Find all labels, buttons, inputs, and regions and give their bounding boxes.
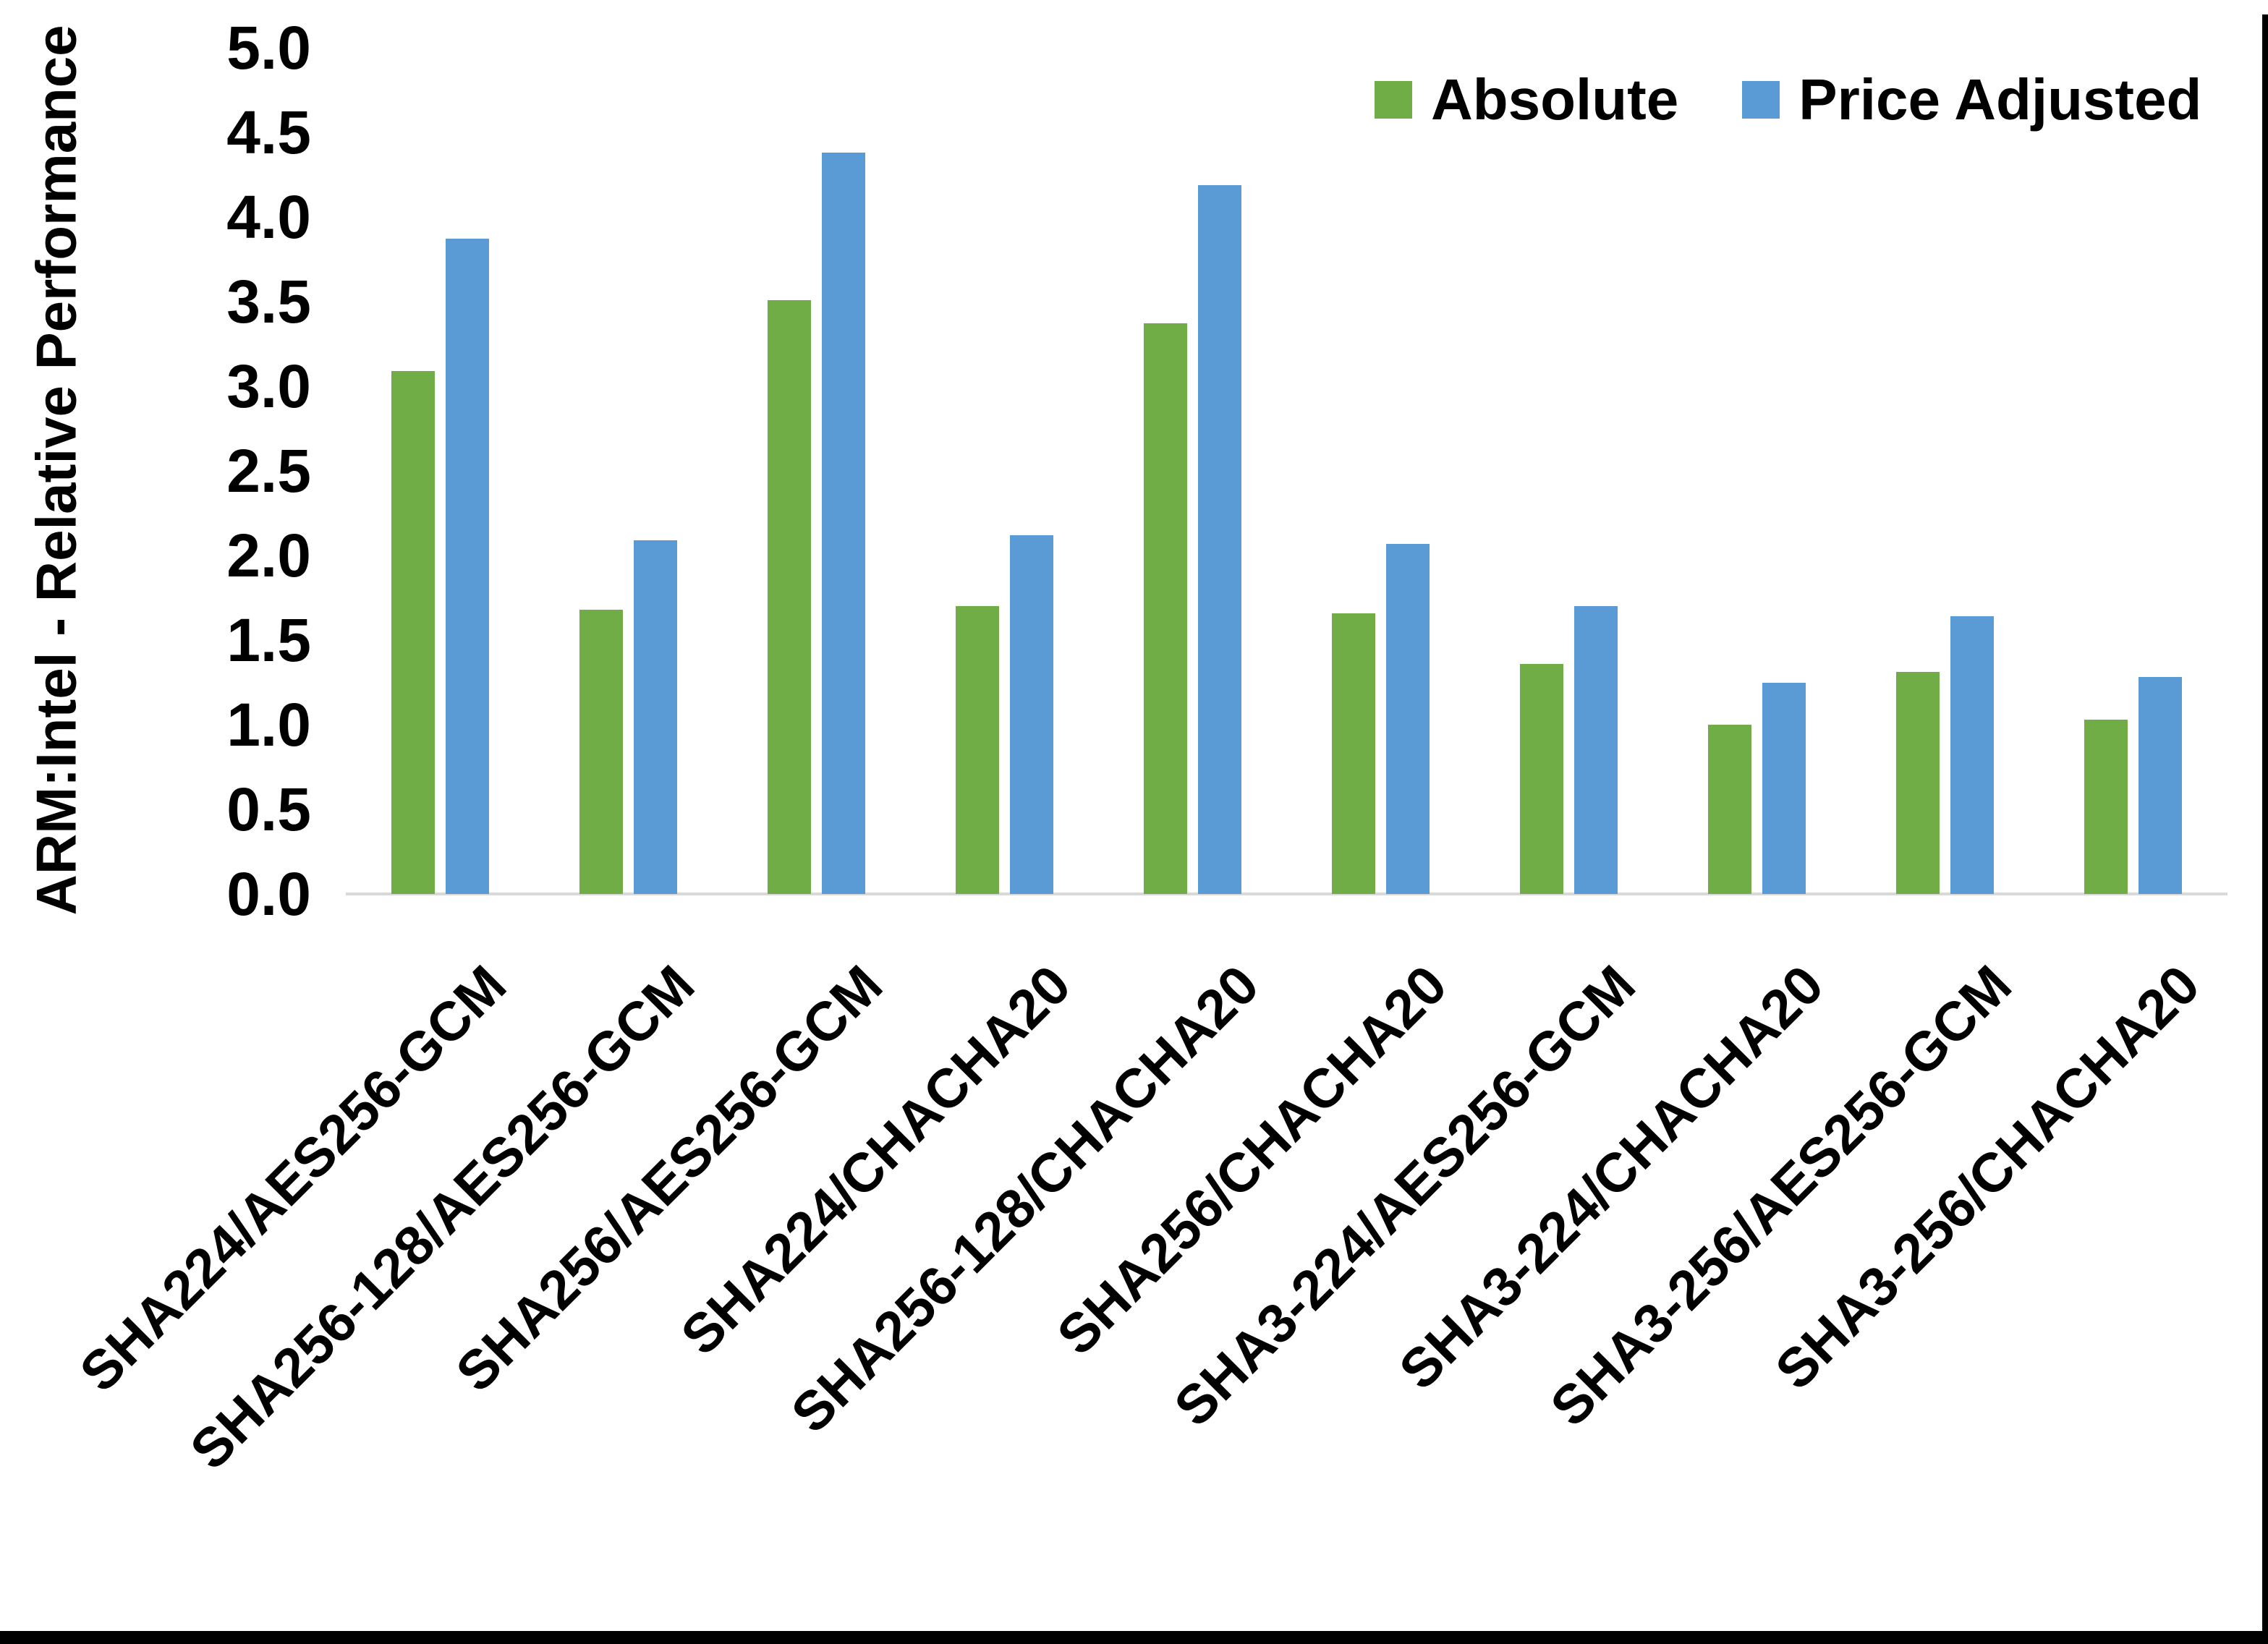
y-tick-label: 4.5: [226, 98, 311, 166]
bar-price-adjusted: [633, 540, 677, 894]
bar-absolute: [767, 299, 811, 894]
y-tick-label: 0.0: [226, 860, 311, 928]
bar-absolute: [1143, 323, 1187, 894]
y-tick-label: 2.0: [226, 521, 311, 589]
bar-price-adjusted: [1009, 534, 1053, 894]
legend-label: Price Adjusted: [1798, 67, 2202, 132]
frame-border-right: [2262, 14, 2268, 1644]
y-tick-label: 0.5: [226, 775, 311, 843]
y-tick-label: 1.5: [226, 606, 311, 674]
legend-item: Price Adjusted: [1742, 67, 2201, 133]
bar-price-adjusted: [1762, 682, 1806, 894]
legend-swatch: [1375, 81, 1412, 119]
y-tick-label: 5.0: [226, 14, 311, 82]
bar-absolute: [579, 609, 623, 894]
bar-absolute: [955, 606, 999, 894]
bar-absolute: [1708, 725, 1752, 894]
y-tick-label: 3.5: [226, 268, 311, 336]
bar-price-adjusted: [1386, 543, 1430, 894]
y-tick-label: 2.5: [226, 437, 311, 505]
y-tick-label: 1.0: [226, 691, 311, 759]
bar-price-adjusted: [1197, 184, 1241, 894]
bar-price-adjusted: [445, 239, 489, 894]
bar-absolute: [1896, 672, 1940, 894]
bar-absolute: [391, 370, 435, 894]
y-axis-title: ARM:Intel - Relative Performance: [24, 25, 88, 916]
bar-price-adjusted: [2139, 677, 2183, 894]
frame-border-bottom: [0, 1631, 2268, 1644]
bar-price-adjusted: [1574, 606, 1618, 894]
legend-item: Absolute: [1375, 67, 1678, 133]
legend: Absolute Price Adjusted: [1375, 67, 2201, 133]
bar-absolute: [1520, 663, 1564, 894]
legend-swatch: [1742, 81, 1780, 119]
bar-absolute: [1332, 613, 1376, 894]
legend-label: Absolute: [1431, 67, 1679, 132]
y-tick-label: 3.0: [226, 352, 311, 420]
y-tick-label: 4.0: [226, 183, 311, 251]
bar-price-adjusted: [821, 153, 865, 894]
bar-absolute: [2084, 719, 2128, 894]
x-axis-line: [346, 893, 2227, 895]
bar-price-adjusted: [1950, 616, 1995, 894]
